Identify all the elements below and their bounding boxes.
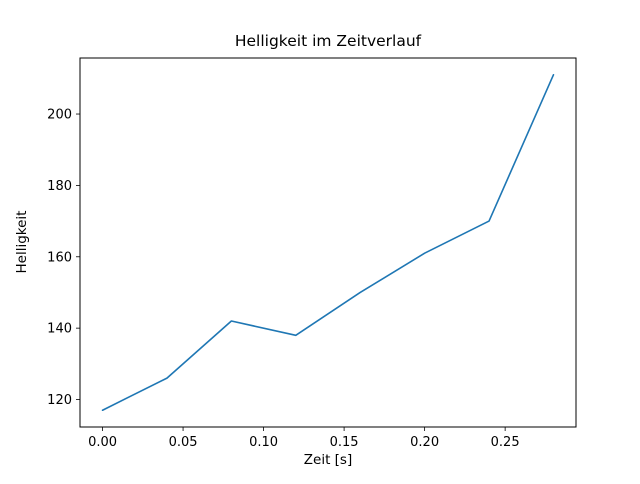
x-tick-label: 0.05 <box>169 435 198 450</box>
data-line <box>101 73 555 412</box>
axes-spines <box>79 57 577 428</box>
plot-area: 0.00 0.05 0.10 0.15 0.20 0.25 120 140 160 180 200 <box>47 57 577 450</box>
x-axis-label: Zeit [s] <box>304 452 352 468</box>
y-tick-label: 140 <box>47 322 72 337</box>
x-tick-label: 0.00 <box>88 435 117 450</box>
y-axis-label: Helligkeit <box>14 211 30 274</box>
x-tick-label: 0.10 <box>249 435 278 450</box>
y-tick-label: 120 <box>47 393 72 408</box>
x-tick-label: 0.15 <box>330 435 359 450</box>
x-tick-label: 0.20 <box>410 435 439 450</box>
chart-title: Helligkeit im Zeitverlauf <box>235 32 422 50</box>
y-tick-label: 200 <box>47 108 72 123</box>
y-tick-label: 160 <box>47 250 72 265</box>
y-tick-label: 180 <box>47 179 72 194</box>
x-tick-label: 0.25 <box>491 435 520 450</box>
